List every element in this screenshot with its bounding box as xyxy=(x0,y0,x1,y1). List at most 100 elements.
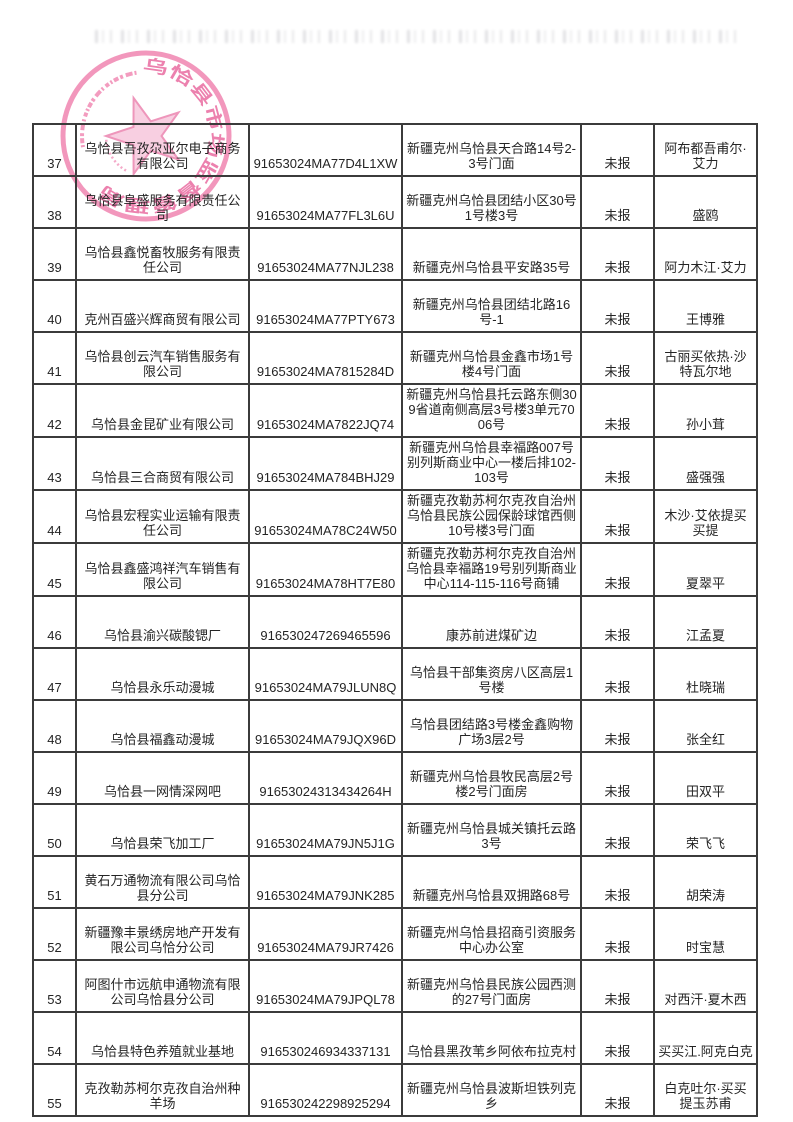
row-number: 47 xyxy=(32,647,77,701)
contact-person: 买买江.阿克白克 xyxy=(653,1011,758,1065)
credit-code: 91653024MA77PTY673 xyxy=(248,279,403,333)
company-address: 新疆克孜勒苏柯尔克孜自治州乌恰县民族公园保龄球馆西侧10号楼3号门面 xyxy=(401,489,582,544)
company-name: 克州百盛兴辉商贸有限公司 xyxy=(75,279,250,333)
table-row: 40 克州百盛兴辉商贸有限公司 91653024MA77PTY673 新疆克州乌… xyxy=(32,279,758,333)
row-number: 52 xyxy=(32,907,77,961)
table-row: 51 黄石万通物流有限公司乌恰县分公司 91653024MA79JNK285 新… xyxy=(32,855,758,909)
table-row: 54 乌恰县特色养殖就业基地 916530246934337131 乌恰县黑孜苇… xyxy=(32,1011,758,1065)
ghost-bleedthrough-text xyxy=(95,30,743,43)
company-name: 乌恰县福鑫动漫城 xyxy=(75,699,250,753)
table-row: 53 阿图什市远航申通物流有限公司乌恰县分公司 91653024MA79JPQL… xyxy=(32,959,758,1013)
company-address: 新疆克州乌恰县城关镇托云路3号 xyxy=(401,803,582,857)
report-status: 未报 xyxy=(580,647,655,701)
report-status: 未报 xyxy=(580,803,655,857)
table-row: 42 乌恰县金昆矿业有限公司 91653024MA7822JQ74 新疆克州乌恰… xyxy=(32,383,758,438)
row-number: 48 xyxy=(32,699,77,753)
row-number: 42 xyxy=(32,383,77,438)
report-status: 未报 xyxy=(580,542,655,597)
credit-code: 916530246934337131 xyxy=(248,1011,403,1065)
contact-person: 阿布都吾甫尔·艾力 xyxy=(653,123,758,177)
contact-person: 孙小茸 xyxy=(653,383,758,438)
contact-person: 王博雅 xyxy=(653,279,758,333)
table-row: 47 乌恰县永乐动漫城 91653024MA79JLUN8Q 乌恰县干部集资房八… xyxy=(32,647,758,701)
table-row: 49 乌恰县一网情深网吧 91653024313434264H 新疆克州乌恰县牧… xyxy=(32,751,758,805)
company-name: 乌恰县金昆矿业有限公司 xyxy=(75,383,250,438)
report-status: 未报 xyxy=(580,907,655,961)
credit-code: 91653024MA79JLUN8Q xyxy=(248,647,403,701)
company-name: 乌恰县渝兴碳酸锶厂 xyxy=(75,595,250,649)
contact-person: 田双平 xyxy=(653,751,758,805)
credit-code: 91653024MA78C24W50 xyxy=(248,489,403,544)
report-status: 未报 xyxy=(580,175,655,229)
report-status: 未报 xyxy=(580,855,655,909)
table-row: 41 乌恰县创云汽车销售服务有限公司 91653024MA7815284D 新疆… xyxy=(32,331,758,385)
company-name: 乌恰县特色养殖就业基地 xyxy=(75,1011,250,1065)
credit-code: 91653024MA77D4L1XW xyxy=(248,123,403,177)
company-name: 乌恰县鑫悦畜牧服务有限责任公司 xyxy=(75,227,250,281)
row-number: 45 xyxy=(32,542,77,597)
company-name: 阿图什市远航申通物流有限公司乌恰县分公司 xyxy=(75,959,250,1013)
credit-code: 91653024MA79JQX96D xyxy=(248,699,403,753)
company-address: 新疆克孜勒苏柯尔克孜自治州乌恰县幸福路19号别列斯商业中心114-115-116… xyxy=(401,542,582,597)
company-address: 康苏前进煤矿边 xyxy=(401,595,582,649)
row-number: 38 xyxy=(32,175,77,229)
credit-code: 91653024MA7815284D xyxy=(248,331,403,385)
table-row: 46 乌恰县渝兴碳酸锶厂 916530247269465596 康苏前进煤矿边 … xyxy=(32,595,758,649)
company-name: 乌恰县鑫盛鸿祥汽车销售有限公司 xyxy=(75,542,250,597)
company-name: 乌恰县宏程实业运输有限责任公司 xyxy=(75,489,250,544)
credit-code: 91653024MA77NJL238 xyxy=(248,227,403,281)
company-name: 新疆豫丰景绣房地产开发有限公司乌恰分公司 xyxy=(75,907,250,961)
company-address: 新疆克州乌恰县双拥路68号 xyxy=(401,855,582,909)
company-address: 新疆克州乌恰县团结小区30号1号楼3号 xyxy=(401,175,582,229)
row-number: 40 xyxy=(32,279,77,333)
contact-person: 阿力木江·艾力 xyxy=(653,227,758,281)
contact-person: 古丽买依热·沙特瓦尔地 xyxy=(653,331,758,385)
company-address: 乌恰县团结路3号楼金鑫购物广场3层2号 xyxy=(401,699,582,753)
report-status: 未报 xyxy=(580,751,655,805)
contact-person: 木沙·艾依提买买提 xyxy=(653,489,758,544)
row-number: 41 xyxy=(32,331,77,385)
table-row: 44 乌恰县宏程实业运输有限责任公司 91653024MA78C24W50 新疆… xyxy=(32,489,758,544)
contact-person: 江孟夏 xyxy=(653,595,758,649)
contact-person: 胡荣涛 xyxy=(653,855,758,909)
company-name: 黄石万通物流有限公司乌恰县分公司 xyxy=(75,855,250,909)
company-address: 新疆克州乌恰县托云路东侧309省道南侧高层3号楼3单元7006号 xyxy=(401,383,582,438)
report-status: 未报 xyxy=(580,331,655,385)
row-number: 53 xyxy=(32,959,77,1013)
report-status: 未报 xyxy=(580,227,655,281)
company-address: 乌恰县干部集资房八区高层1号楼 xyxy=(401,647,582,701)
contact-person: 盛强强 xyxy=(653,436,758,491)
table-row: 37 乌恰县吾孜尕亚尔电子商务有限公司 91653024MA77D4L1XW 新… xyxy=(32,123,758,177)
company-address: 新疆克州乌恰县天合路14号2-3号门面 xyxy=(401,123,582,177)
credit-code: 91653024313434264H xyxy=(248,751,403,805)
company-address: 新疆克州乌恰县波斯坦铁列克乡 xyxy=(401,1063,582,1117)
table-row: 45 乌恰县鑫盛鸿祥汽车销售有限公司 91653024MA78HT7E80 新疆… xyxy=(32,542,758,597)
contact-person: 张全红 xyxy=(653,699,758,753)
credit-code: 91653024MA78HT7E80 xyxy=(248,542,403,597)
row-number: 46 xyxy=(32,595,77,649)
report-status: 未报 xyxy=(580,383,655,438)
credit-code: 916530242298925294 xyxy=(248,1063,403,1117)
credit-code: 91653024MA77FL3L6U xyxy=(248,175,403,229)
row-number: 43 xyxy=(32,436,77,491)
table-row: 48 乌恰县福鑫动漫城 91653024MA79JQX96D 乌恰县团结路3号楼… xyxy=(32,699,758,753)
credit-code: 91653024MA79JPQL78 xyxy=(248,959,403,1013)
credit-code: 916530247269465596 xyxy=(248,595,403,649)
report-status: 未报 xyxy=(580,279,655,333)
row-number: 50 xyxy=(32,803,77,857)
report-status: 未报 xyxy=(580,959,655,1013)
company-address: 乌恰县黑孜苇乡阿依布拉克村 xyxy=(401,1011,582,1065)
report-status: 未报 xyxy=(580,489,655,544)
contact-person: 杜晓瑞 xyxy=(653,647,758,701)
company-name: 乌恰县荣飞加工厂 xyxy=(75,803,250,857)
table-row: 38 乌恰县阜盛服务有限责任公司 91653024MA77FL3L6U 新疆克州… xyxy=(32,175,758,229)
company-name: 克孜勒苏柯尔克孜自治州种羊场 xyxy=(75,1063,250,1117)
contact-person: 白克吐尔·买买提玉苏甫 xyxy=(653,1063,758,1117)
row-number: 49 xyxy=(32,751,77,805)
table-row: 52 新疆豫丰景绣房地产开发有限公司乌恰分公司 91653024MA79JR74… xyxy=(32,907,758,961)
company-address: 新疆克州乌恰县团结北路16号-1 xyxy=(401,279,582,333)
credit-code: 91653024MA7822JQ74 xyxy=(248,383,403,438)
row-number: 39 xyxy=(32,227,77,281)
report-status: 未报 xyxy=(580,123,655,177)
